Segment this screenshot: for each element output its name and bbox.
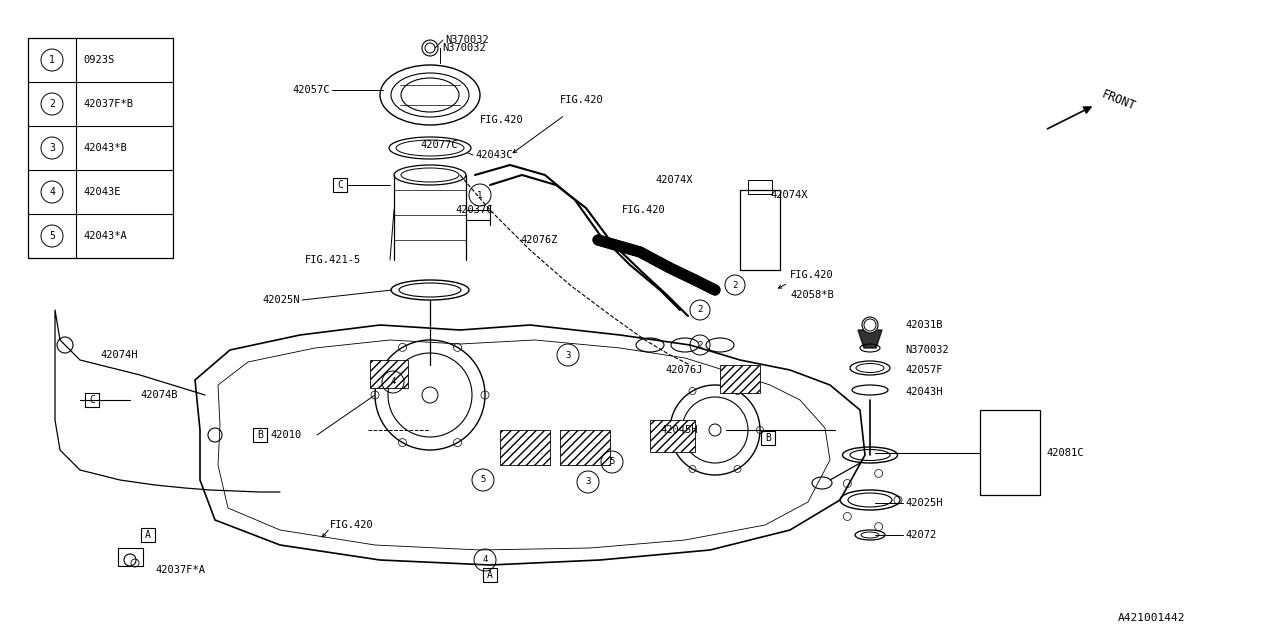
Text: 42074B: 42074B [140, 390, 178, 400]
Bar [561, 430, 611, 465]
Text: 2: 2 [698, 340, 703, 349]
Text: 3: 3 [585, 477, 590, 486]
Text: 42077C: 42077C [420, 140, 457, 150]
Text: 5: 5 [49, 231, 55, 241]
Text: 42037F*B: 42037F*B [83, 99, 133, 109]
Text: 1: 1 [477, 191, 483, 200]
Text: 3: 3 [566, 351, 571, 360]
Text: 3: 3 [49, 143, 55, 153]
Circle shape [861, 317, 878, 333]
Bar [650, 420, 695, 452]
Text: 2: 2 [732, 280, 737, 289]
Text: 42043H: 42043H [905, 387, 942, 397]
Text: 42074X: 42074X [655, 175, 692, 185]
Text: FIG.420: FIG.420 [622, 205, 666, 215]
Text: C: C [337, 180, 343, 190]
Bar [980, 410, 1039, 495]
Text: 42025H: 42025H [905, 498, 942, 508]
Text: N370032: N370032 [905, 345, 948, 355]
Bar [748, 180, 772, 194]
Text: 42045H: 42045H [660, 425, 698, 435]
Bar [28, 38, 173, 258]
Text: A: A [488, 570, 493, 580]
Text: FRONT: FRONT [1100, 88, 1138, 113]
Text: 42076J: 42076J [666, 365, 703, 375]
Text: 4: 4 [390, 378, 396, 387]
Text: 2: 2 [49, 99, 55, 109]
Text: 42058*B: 42058*B [790, 290, 833, 300]
Text: 42043C: 42043C [475, 150, 512, 160]
Text: 42043*A: 42043*A [83, 231, 127, 241]
Text: 42057F: 42057F [905, 365, 942, 375]
Text: 42031B: 42031B [905, 320, 942, 330]
Bar [118, 548, 143, 566]
Bar [500, 430, 550, 465]
Text: 42043*B: 42043*B [83, 143, 127, 153]
Bar [141, 528, 155, 542]
Text: 42074H: 42074H [100, 350, 137, 360]
Bar [333, 178, 347, 192]
Text: FIG.420: FIG.420 [561, 95, 604, 105]
Text: 42010: 42010 [270, 430, 301, 440]
Text: 5: 5 [480, 476, 485, 484]
Text: 42074X: 42074X [771, 190, 808, 200]
Text: B: B [257, 430, 262, 440]
Text: FIG.421-5: FIG.421-5 [305, 255, 361, 265]
Text: 42081C: 42081C [1046, 448, 1083, 458]
Text: 4: 4 [49, 187, 55, 197]
Text: 42043E: 42043E [83, 187, 120, 197]
Text: 42072: 42072 [905, 530, 936, 540]
Bar [84, 393, 99, 407]
Text: 5: 5 [609, 458, 614, 467]
Bar [762, 431, 774, 445]
Text: N370032: N370032 [445, 35, 489, 45]
Bar [719, 365, 760, 393]
Text: 2: 2 [698, 305, 703, 314]
Text: 42057C: 42057C [293, 85, 330, 95]
Text: C: C [90, 395, 95, 405]
Text: B: B [765, 433, 771, 443]
Text: FIG.420: FIG.420 [480, 115, 524, 125]
Text: 4: 4 [483, 556, 488, 564]
Bar [370, 360, 408, 388]
Bar [740, 190, 780, 270]
Text: FIG.420: FIG.420 [790, 270, 833, 280]
Text: 42076Z: 42076Z [520, 235, 558, 245]
Text: 42037C: 42037C [454, 205, 493, 215]
Bar [483, 568, 497, 582]
Text: A: A [145, 530, 151, 540]
Text: 42037F*A: 42037F*A [155, 565, 205, 575]
Text: A421001442: A421001442 [1117, 613, 1185, 623]
Bar [253, 428, 268, 442]
Text: FIG.420: FIG.420 [330, 520, 374, 530]
Text: N370032: N370032 [442, 43, 485, 53]
Text: 0923S: 0923S [83, 55, 114, 65]
Polygon shape [858, 330, 882, 348]
Text: 42025N: 42025N [262, 295, 300, 305]
Text: 1: 1 [49, 55, 55, 65]
